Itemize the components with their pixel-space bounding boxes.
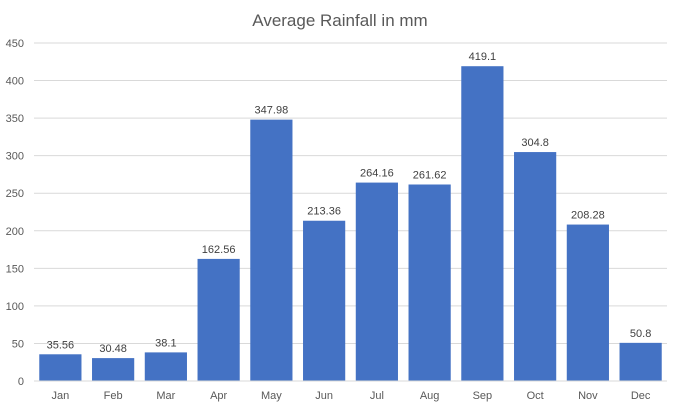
- x-tick-label: Oct: [527, 390, 544, 402]
- y-tick-label: 250: [6, 188, 24, 200]
- chart-title: Average Rainfall in mm: [252, 11, 427, 30]
- y-tick-label: 400: [6, 76, 24, 88]
- bar-jul: [355, 182, 398, 381]
- data-label: 419.1: [469, 51, 497, 63]
- data-label: 162.56: [202, 244, 236, 256]
- gridlines: [34, 42, 667, 382]
- data-label: 347.98: [255, 105, 289, 117]
- y-tick-label: 150: [6, 263, 24, 275]
- y-tick-label: 50: [12, 338, 24, 350]
- data-label: 264.16: [360, 168, 394, 180]
- bar-jun: [303, 220, 346, 381]
- bar-nov: [566, 224, 609, 381]
- y-tick-label: 350: [6, 113, 24, 125]
- data-label: 30.48: [99, 343, 127, 355]
- data-label: 208.28: [571, 210, 605, 222]
- bar-feb: [92, 358, 135, 381]
- data-label: 213.36: [307, 206, 341, 218]
- y-tick-label: 200: [6, 226, 24, 238]
- y-tick-label: 0: [18, 376, 24, 388]
- y-axis: 0 50 100 150 200 250 300 350 400 450: [6, 38, 24, 388]
- x-tick-label: Dec: [631, 390, 651, 402]
- bar-jan: [39, 354, 82, 381]
- bar-oct: [514, 152, 557, 381]
- x-tick-label: Mar: [156, 390, 175, 402]
- y-tick-label: 450: [6, 38, 24, 50]
- x-tick-label: Feb: [104, 390, 123, 402]
- bar-dec: [619, 342, 662, 381]
- x-axis: Jan Feb Mar Apr May Jun Jul Aug Sep Oct Nov Dec: [34, 380, 667, 402]
- data-labels: 35.56 30.48 38.1 162.56 347.98 213.36 264.16 26…: [47, 51, 652, 355]
- data-label: 304.8: [521, 137, 549, 149]
- data-label: 261.62: [413, 169, 447, 181]
- bar-apr: [197, 258, 240, 381]
- data-label: 35.56: [47, 339, 75, 351]
- x-tick-label: Jun: [315, 390, 333, 402]
- bar-mar: [144, 352, 187, 381]
- y-tick-label: 300: [6, 151, 24, 163]
- x-tick-label: Jan: [52, 390, 70, 402]
- y-tick-label: 100: [6, 301, 24, 313]
- x-tick-label: May: [261, 390, 282, 402]
- bar-aug: [408, 184, 451, 381]
- data-label: 50.8: [630, 328, 651, 340]
- x-tick-label: Aug: [420, 390, 440, 402]
- data-label: 38.1: [155, 337, 176, 349]
- x-tick-label: Sep: [473, 390, 493, 402]
- bar-may: [250, 119, 293, 381]
- bars: [39, 66, 662, 381]
- x-tick-label: Apr: [210, 390, 227, 402]
- x-tick-label: Jul: [370, 390, 384, 402]
- bar-sep: [461, 66, 504, 381]
- x-tick-label: Nov: [578, 390, 598, 402]
